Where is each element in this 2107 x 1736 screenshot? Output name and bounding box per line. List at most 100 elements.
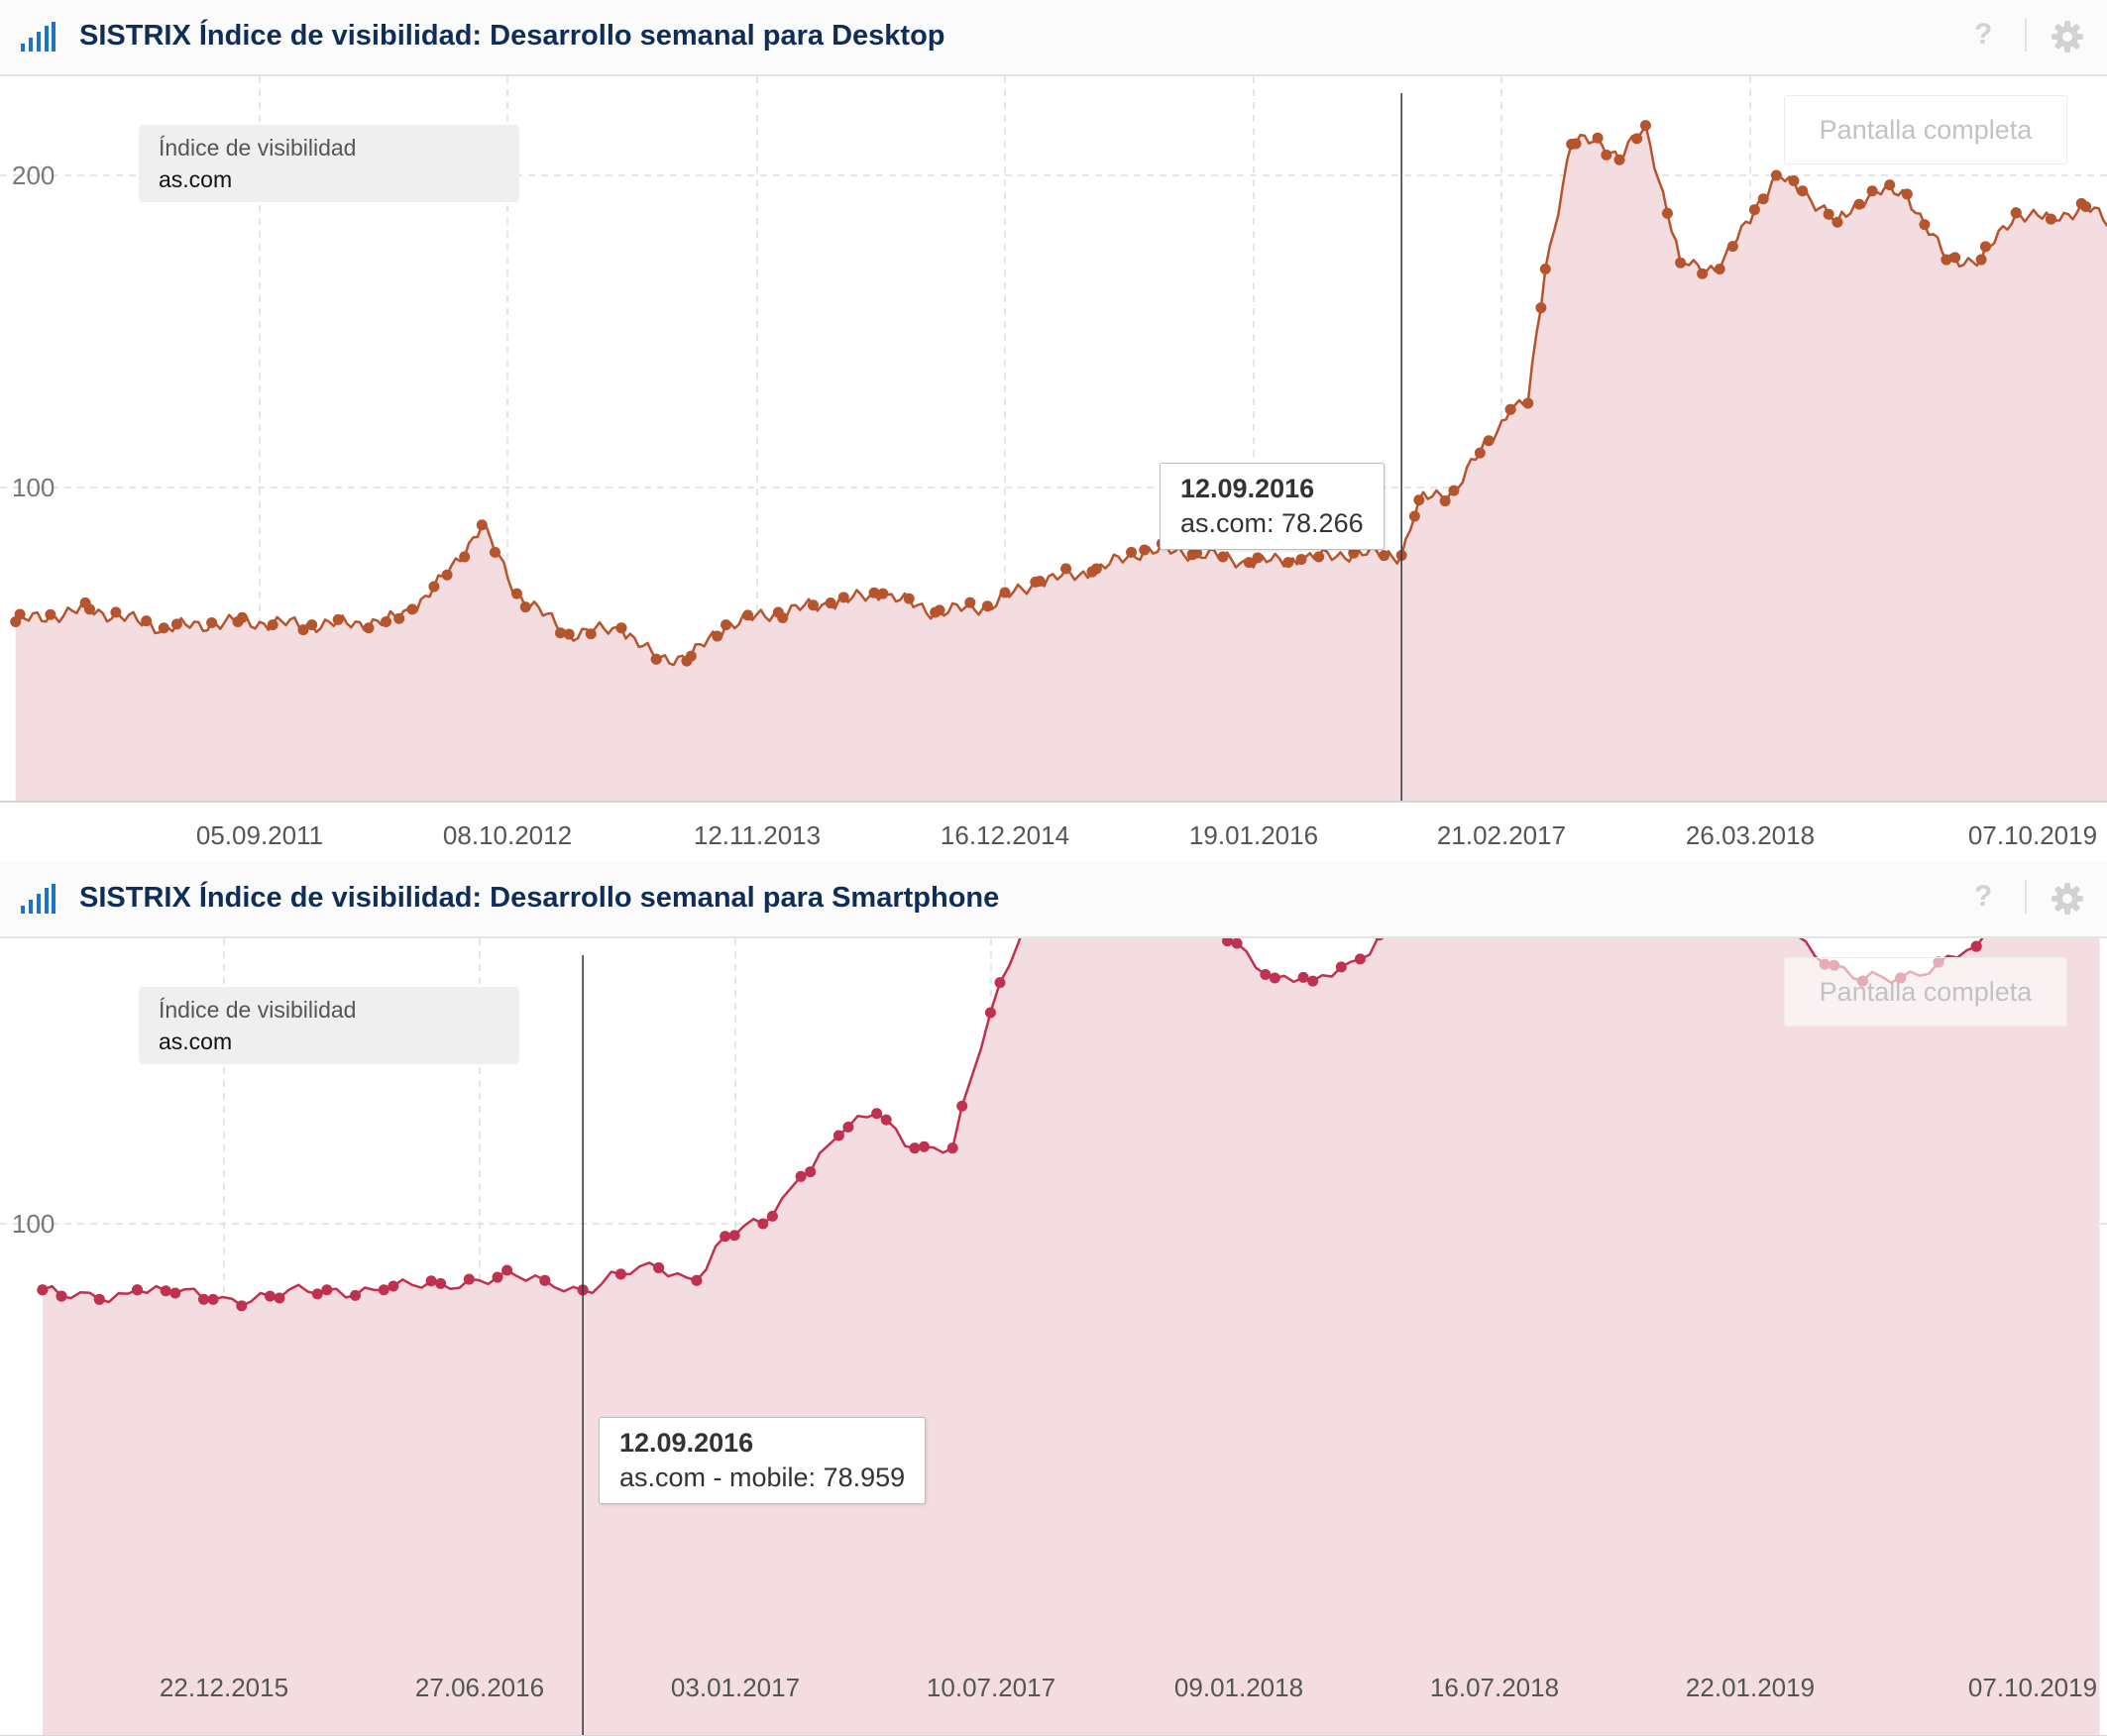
- data-point: [232, 615, 244, 627]
- data-point: [1483, 435, 1495, 447]
- data-point: [1522, 397, 1534, 409]
- data-point: [1661, 207, 1673, 219]
- chart-header: SISTRIX Índice de visibilidad: Desarroll…: [0, 0, 2107, 76]
- data-point: [1601, 149, 1612, 161]
- help-icon[interactable]: ?: [1974, 18, 1993, 51]
- data-point: [1748, 204, 1760, 216]
- data-point: [903, 593, 915, 604]
- data-point: [1060, 563, 1072, 575]
- data-point: [198, 1293, 210, 1305]
- chart-legend: Índice de visibilidad as.com: [139, 987, 519, 1064]
- data-point: [1190, 547, 1202, 559]
- data-point: [1295, 553, 1307, 565]
- data-point: [909, 1142, 921, 1154]
- data-point: [918, 1140, 930, 1152]
- data-point: [795, 1170, 807, 1182]
- data-point: [615, 622, 627, 634]
- data-point: [306, 619, 318, 631]
- tooltip-date: 12.09.2016: [1180, 474, 1315, 503]
- data-point: [388, 1280, 399, 1292]
- data-point: [1375, 938, 1384, 941]
- data-point: [132, 1284, 144, 1296]
- data-point: [837, 592, 849, 603]
- data-point: [1269, 972, 1280, 984]
- data-point: [1413, 494, 1425, 506]
- data-point: [1866, 185, 1878, 197]
- x-tick-label: 19.01.2016: [1189, 820, 1318, 850]
- data-point: [691, 1274, 703, 1286]
- x-tick-label: 09.01.2018: [1174, 1673, 1303, 1702]
- data-point: [428, 581, 440, 593]
- data-point: [1639, 120, 1651, 132]
- data-point: [994, 977, 1006, 989]
- data-point: [1222, 938, 1234, 947]
- data-point: [1675, 257, 1687, 269]
- y-tick-label: 100: [12, 1209, 55, 1239]
- data-point: [160, 1285, 171, 1297]
- data-point: [1448, 485, 1460, 496]
- data-point: [170, 618, 182, 630]
- data-point: [766, 1210, 778, 1222]
- data-point: [1297, 971, 1309, 983]
- help-icon[interactable]: ?: [1974, 880, 1993, 913]
- chart-title: SISTRIX Índice de visibilidad: Desarroll…: [79, 882, 1000, 914]
- data-point: [650, 653, 662, 665]
- data-point: [297, 624, 309, 636]
- data-point: [614, 1268, 626, 1280]
- x-tick-label: 21.02.2017: [1437, 820, 1566, 850]
- data-point: [169, 1287, 181, 1299]
- data-point: [1853, 198, 1865, 210]
- fullscreen-button[interactable]: Pantalla completa: [1784, 95, 2067, 164]
- data-point: [1797, 185, 1809, 197]
- data-point: [880, 1114, 892, 1126]
- x-tick-label: 07.10.2019: [1968, 1673, 2097, 1702]
- data-point: [1539, 264, 1551, 274]
- data-point: [158, 622, 169, 634]
- data-point: [1126, 546, 1138, 558]
- tooltip-date: 12.09.2016: [619, 1428, 754, 1458]
- data-point: [585, 628, 597, 640]
- data-point: [1260, 969, 1272, 981]
- data-point: [2045, 213, 2056, 225]
- fullscreen-button[interactable]: Pantalla completa: [1784, 957, 2067, 1027]
- smartphone-chart-panel: SISTRIX Índice de visibilidad: Desarroll…: [0, 862, 2107, 1736]
- chart-plot[interactable]: 10020022.12.201527.06.201603.01.201710.0…: [0, 938, 2107, 1736]
- x-tick-label: 03.01.2017: [671, 1673, 800, 1702]
- data-point: [685, 650, 697, 662]
- data-point: [406, 603, 418, 615]
- x-tick-label: 05.09.2011: [196, 820, 323, 850]
- data-point: [274, 1292, 285, 1304]
- sistrix-bars-icon: [21, 884, 55, 914]
- data-point: [510, 588, 522, 599]
- legend-label: Índice de visibilidad: [159, 135, 357, 161]
- tooltip-value: as.com - mobile: 78.959: [619, 1463, 906, 1492]
- x-tick-label: 07.10.2019: [1968, 820, 2097, 850]
- data-point: [2080, 201, 2092, 212]
- x-tick-label: 10.07.2017: [927, 1673, 1055, 1702]
- data-point: [720, 1231, 731, 1243]
- gear-icon[interactable]: [2051, 20, 2084, 54]
- data-point: [1252, 552, 1264, 564]
- x-tick-label: 22.12.2015: [160, 1673, 288, 1702]
- data-point: [476, 519, 488, 531]
- data-point: [141, 615, 153, 627]
- data-point: [930, 606, 942, 618]
- data-point: [83, 603, 95, 615]
- data-point: [1919, 219, 1931, 231]
- data-point: [757, 1218, 769, 1230]
- data-point: [1034, 576, 1046, 587]
- legend-series-name: as.com: [159, 166, 233, 192]
- data-point: [825, 597, 836, 609]
- data-point: [1757, 193, 1769, 205]
- data-point: [842, 1121, 854, 1133]
- data-point: [1613, 154, 1625, 165]
- gear-icon[interactable]: [2051, 882, 2084, 916]
- data-point: [1354, 953, 1366, 965]
- data-point: [964, 597, 976, 608]
- data-point: [2010, 207, 2022, 219]
- legend-series-name: as.com: [159, 1029, 233, 1054]
- data-point: [1823, 208, 1834, 220]
- data-point: [1975, 254, 1987, 266]
- data-point: [1979, 241, 1991, 253]
- data-point: [321, 1284, 333, 1296]
